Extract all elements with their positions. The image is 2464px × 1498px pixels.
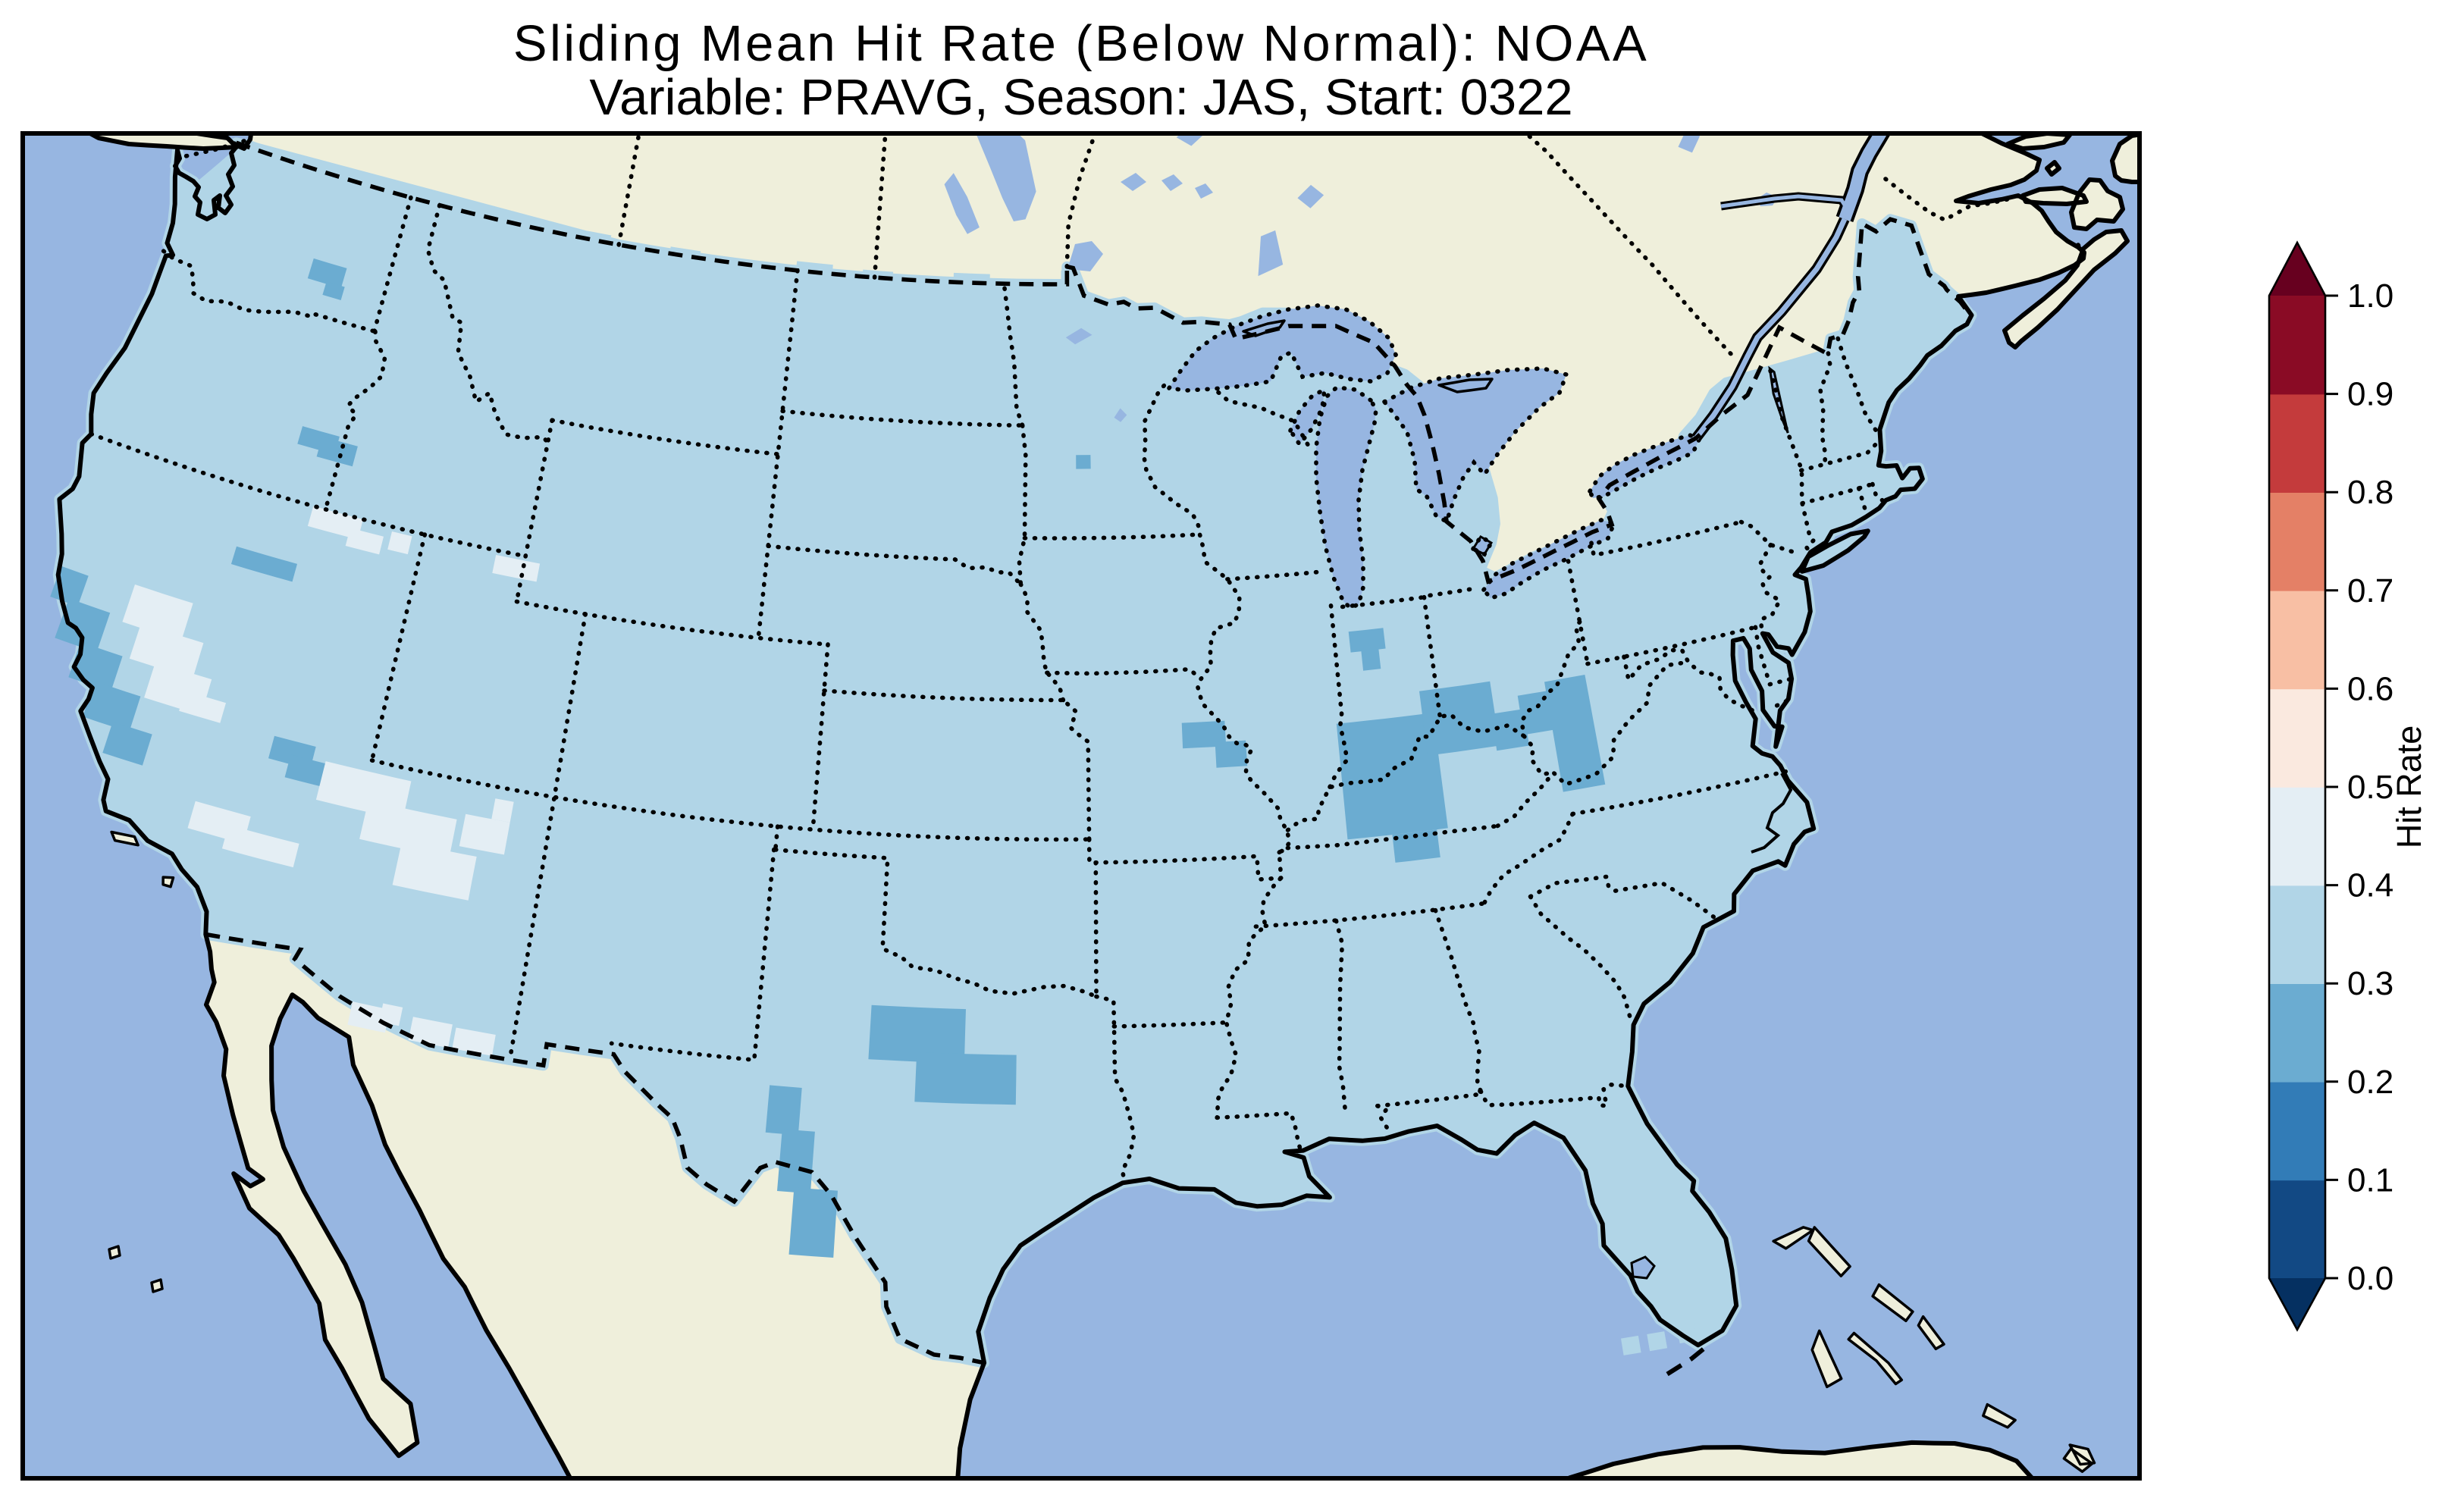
svg-text:0.5: 0.5 xyxy=(2347,769,2393,806)
svg-text:0.3: 0.3 xyxy=(2347,965,2393,1002)
svg-text:0.4: 0.4 xyxy=(2347,867,2393,904)
svg-text:0.8: 0.8 xyxy=(2347,474,2393,511)
svg-text:1.0: 1.0 xyxy=(2347,277,2393,315)
svg-text:0.9: 0.9 xyxy=(2347,376,2393,413)
svg-text:0.0: 0.0 xyxy=(2347,1260,2393,1297)
svg-text:0.2: 0.2 xyxy=(2347,1064,2393,1101)
svg-text:0.7: 0.7 xyxy=(2347,572,2393,610)
svg-text:0.1: 0.1 xyxy=(2347,1161,2393,1199)
svg-text:0.6: 0.6 xyxy=(2347,670,2393,707)
svg-text:Sliding Mean Hit Rate (Below N: Sliding Mean Hit Rate (Below Normal): NO… xyxy=(513,15,1649,72)
svg-text:Variable: PRAVG, Season: JAS,: Variable: PRAVG, Season: JAS, Start: 032… xyxy=(589,69,1572,126)
svg-text:Hit Rate: Hit Rate xyxy=(2390,725,2428,849)
